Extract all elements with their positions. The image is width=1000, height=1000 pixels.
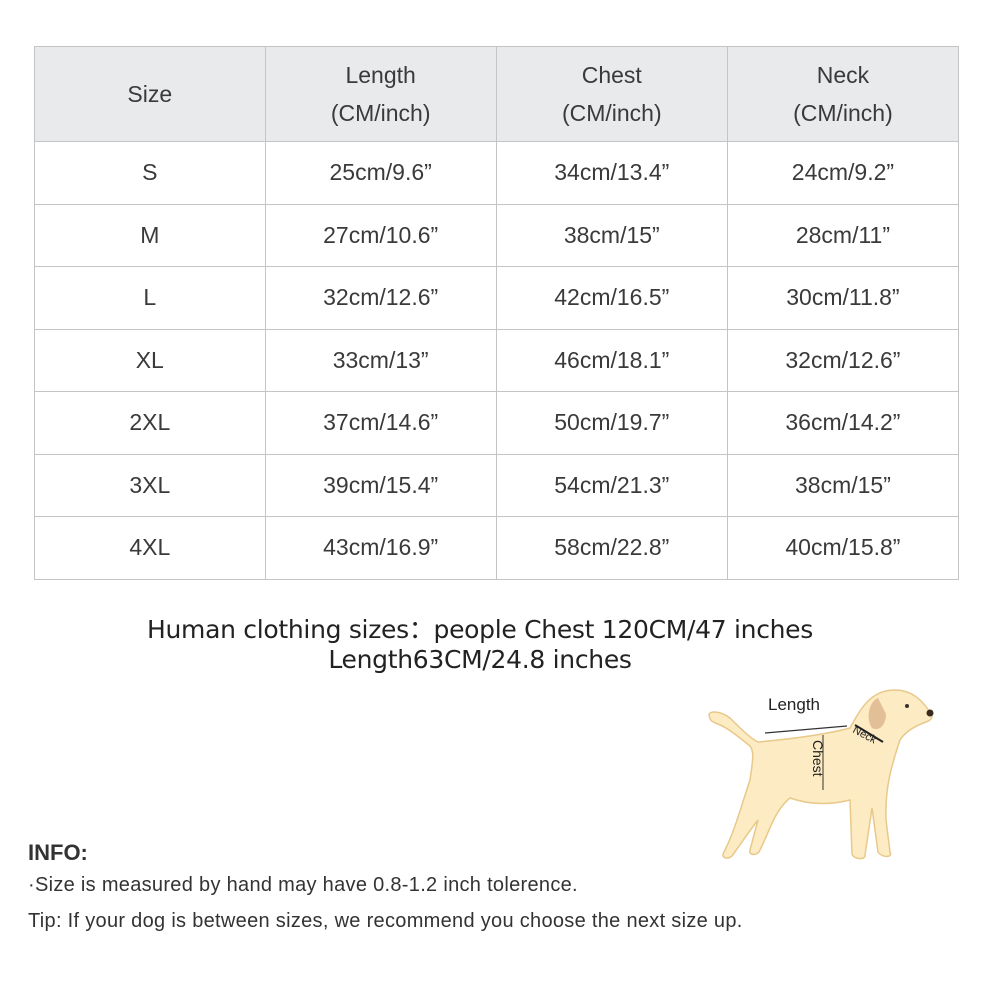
human-size-line-2: Length63CM/24.8 inches (328, 645, 632, 674)
table-cell: 4XL (34, 516, 266, 580)
column-header: Length (CM/inch) (264, 46, 497, 142)
table-cell: 27cm/10.6” (264, 203, 497, 267)
column-header-title: Size (127, 81, 173, 107)
column-header: Neck (CM/inch) (726, 46, 960, 142)
column-header: Size (34, 46, 266, 142)
column-header-unit: (CM/inch) (793, 100, 893, 126)
table-cell: 3XL (34, 453, 266, 517)
info-sizing-tip: Tip: If your dog is between sizes, we re… (28, 910, 743, 932)
table-row: 3XL 39cm/15.4” 54cm/21.3” 38cm/15” (34, 453, 960, 517)
table-cell: L (34, 266, 266, 330)
table-cell: 43cm/16.9” (264, 516, 497, 580)
column-header: Chest (CM/inch) (495, 46, 728, 142)
info-tolerance-note: ·Size is measured by hand may have 0.8-1… (28, 874, 578, 896)
chest-label: Chest (810, 740, 826, 777)
table-row: L 32cm/12.6” 42cm/16.5” 30cm/11.8” (34, 266, 960, 330)
column-header-unit: (CM/inch) (561, 100, 662, 126)
table-cell: 32cm/12.6” (726, 328, 960, 392)
table-cell: 2XL (34, 391, 266, 455)
table-row: 2XL 37cm/14.6” 50cm/19.7” 36cm/14.2” (34, 391, 960, 455)
table-row: 4XL 43cm/16.9” 58cm/22.8” 40cm/15.8” (34, 516, 960, 580)
table-cell: XL (34, 328, 266, 392)
table-cell: 46cm/18.1” (495, 328, 728, 392)
table-cell: 24cm/9.2” (726, 141, 960, 205)
dog-ear (868, 698, 886, 730)
table-cell: 25cm/9.6” (264, 141, 497, 205)
column-header-unit: (CM/inch) (330, 100, 431, 126)
table-cell: 39cm/15.4” (264, 453, 497, 517)
dog-eye (905, 704, 909, 708)
size-chart-table: Size Length (CM/inch) Chest (CM/inch) Neck (CM… (34, 46, 960, 580)
table-row: M 27cm/10.6” 38cm/15” 28cm/11” (34, 203, 960, 267)
column-header-title: Chest (581, 62, 642, 88)
table-cell: S (34, 141, 266, 205)
table-cell: 58cm/22.8” (495, 516, 728, 580)
dog-nose (926, 709, 934, 717)
column-header-title: Neck (816, 62, 870, 88)
table-cell: 32cm/12.6” (264, 266, 497, 330)
length-label: Length (768, 695, 820, 714)
table-cell: 38cm/15” (495, 203, 728, 267)
table-row: XL 33cm/13” 46cm/18.1” 32cm/12.6” (34, 328, 960, 392)
table-cell: 28cm/11” (726, 203, 960, 267)
table-cell: 40cm/15.8” (726, 516, 960, 580)
table-cell: 30cm/11.8” (726, 266, 960, 330)
table-cell: 54cm/21.3” (495, 453, 728, 517)
table-cell: 50cm/19.7” (495, 391, 728, 455)
table-cell: 38cm/15” (726, 453, 960, 517)
table-cell: M (34, 203, 266, 267)
length-arrow (764, 725, 848, 734)
table-cell: 36cm/14.2” (726, 391, 960, 455)
dog-illustration (708, 689, 933, 860)
table-header-row: Size Length (CM/inch) Chest (CM/inch) Neck (CM… (34, 46, 960, 142)
dog-measurement-diagram: Length Chest Neck (708, 689, 934, 860)
table-cell: 33cm/13” (264, 328, 497, 392)
table-cell: 42cm/16.5” (495, 266, 728, 330)
neck-line (854, 724, 884, 743)
table-cell: 34cm/13.4” (495, 141, 728, 205)
column-header-title: Length (345, 62, 416, 88)
table-row: S 25cm/9.6” 34cm/13.4” 24cm/9.2” (34, 141, 960, 205)
table-cell: 37cm/14.6” (264, 391, 497, 455)
human-size-line-1: Human clothing sizes：people Chest 120CM/… (146, 615, 813, 644)
info-title: INFO: (28, 840, 88, 865)
